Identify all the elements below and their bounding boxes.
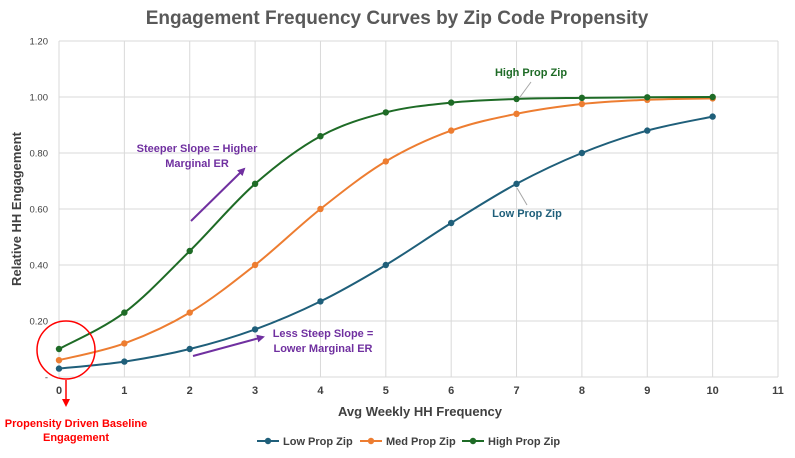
series-line-high-prop-zip [58,96,713,350]
legend: Low Prop Zip Med Prop Zip High Prop Zip [257,436,560,448]
data-point [382,109,390,116]
low-prop-label: Low Prop Zip [492,208,562,220]
x-tick-label: 2 [187,385,193,397]
high-prop-leader [519,81,532,98]
legend-label: Low Prop Zip [283,436,353,448]
x-tick-label: 1 [121,385,127,397]
legend-label: Med Prop Zip [386,436,456,448]
grid [58,40,779,378]
x-tick-label: 11 [772,385,784,397]
steeper-slope-arrow [190,167,246,222]
data-point [382,158,390,165]
legend-label: High Prop Zip [488,436,560,448]
legend-item-low-prop-zip: Low Prop Zip [257,436,353,448]
y-tick-label: 0.40 [30,261,49,272]
x-tick-label: 7 [513,385,519,397]
data-point [447,127,455,134]
data-point [709,113,716,120]
data-point [382,261,390,269]
series-high-prop-zip [55,93,716,353]
x-axis-ticks: 0 1 2 3 4 5 6 7 8 9 10 11 [56,385,784,397]
data-point [513,95,520,103]
less-steep-label-line1: Less Steep Slope = [273,328,374,340]
y-tick-label: 0.60 [30,205,49,216]
data-point [644,127,651,134]
y-tick-label: 0.20 [30,317,49,328]
legend-item-med-prop-zip: Med Prop Zip [360,436,456,448]
data-point [447,99,455,106]
data-point [121,340,128,347]
x-axis-label: Avg Weekly HH Frequency [338,404,503,419]
x-tick-label: 0 [56,385,62,397]
y-tick-label: 0.80 [30,149,49,160]
legend-item-high-prop-zip: High Prop Zip [462,436,560,448]
data-point [55,345,63,353]
steeper-slope-label-line2: Marginal ER [165,158,229,170]
data-point [55,357,63,364]
data-point [578,94,586,102]
data-point [121,309,128,316]
x-tick-label: 5 [383,385,389,397]
x-tick-label: 3 [252,385,258,397]
data-point [55,365,63,372]
y-axis-ticks: - 0.20 0.40 0.60 0.80 1.00 1.20 [30,37,49,384]
low-prop-leader [516,187,528,206]
data-point [251,180,259,187]
data-point [709,93,716,101]
y-tick-label: 1.20 [30,37,49,48]
baseline-label-line1: Propensity Driven Baseline [5,418,147,430]
data-point [251,326,259,333]
baseline-highlight-circle [36,320,96,380]
data-point [121,358,128,365]
legend-marker [367,437,375,445]
less-steep-arrow [192,334,265,357]
x-tick-label: 8 [579,385,585,397]
x-tick-label: 4 [317,385,324,397]
data-point [186,309,193,316]
data-point [513,180,520,187]
x-tick-label: 9 [644,385,650,397]
data-point [317,298,324,305]
data-point [447,219,455,227]
high-prop-label: High Prop Zip [495,67,567,79]
chart-title: Engagement Frequency Curves by Zip Code … [146,8,649,29]
less-steep-label-line2: Lower Marginal ER [273,343,372,355]
data-point [578,149,586,157]
series-lines [55,93,716,372]
data-point [317,205,324,213]
y-tick-label: - [45,373,48,384]
baseline-label-line2: Engagement [43,432,109,444]
y-tick-label: 1.00 [30,93,49,104]
data-point [317,133,324,140]
steeper-slope-label-line1: Steeper Slope = Higher [137,143,258,155]
series-line-med-prop-zip [58,97,713,362]
legend-marker [469,437,477,445]
series-low-prop-zip [55,113,716,372]
data-point [644,94,651,101]
data-point [186,247,193,255]
y-axis-label: Relative HH Engagement [9,131,24,286]
x-tick-label: 6 [448,385,454,397]
data-point [251,261,259,269]
data-point [513,110,520,118]
annotations: High Prop Zip Low Prop Zip Steeper Slope… [5,67,568,444]
legend-marker [264,437,272,445]
x-tick-label: 10 [707,385,719,397]
data-point [186,345,193,353]
data-point [578,100,586,108]
